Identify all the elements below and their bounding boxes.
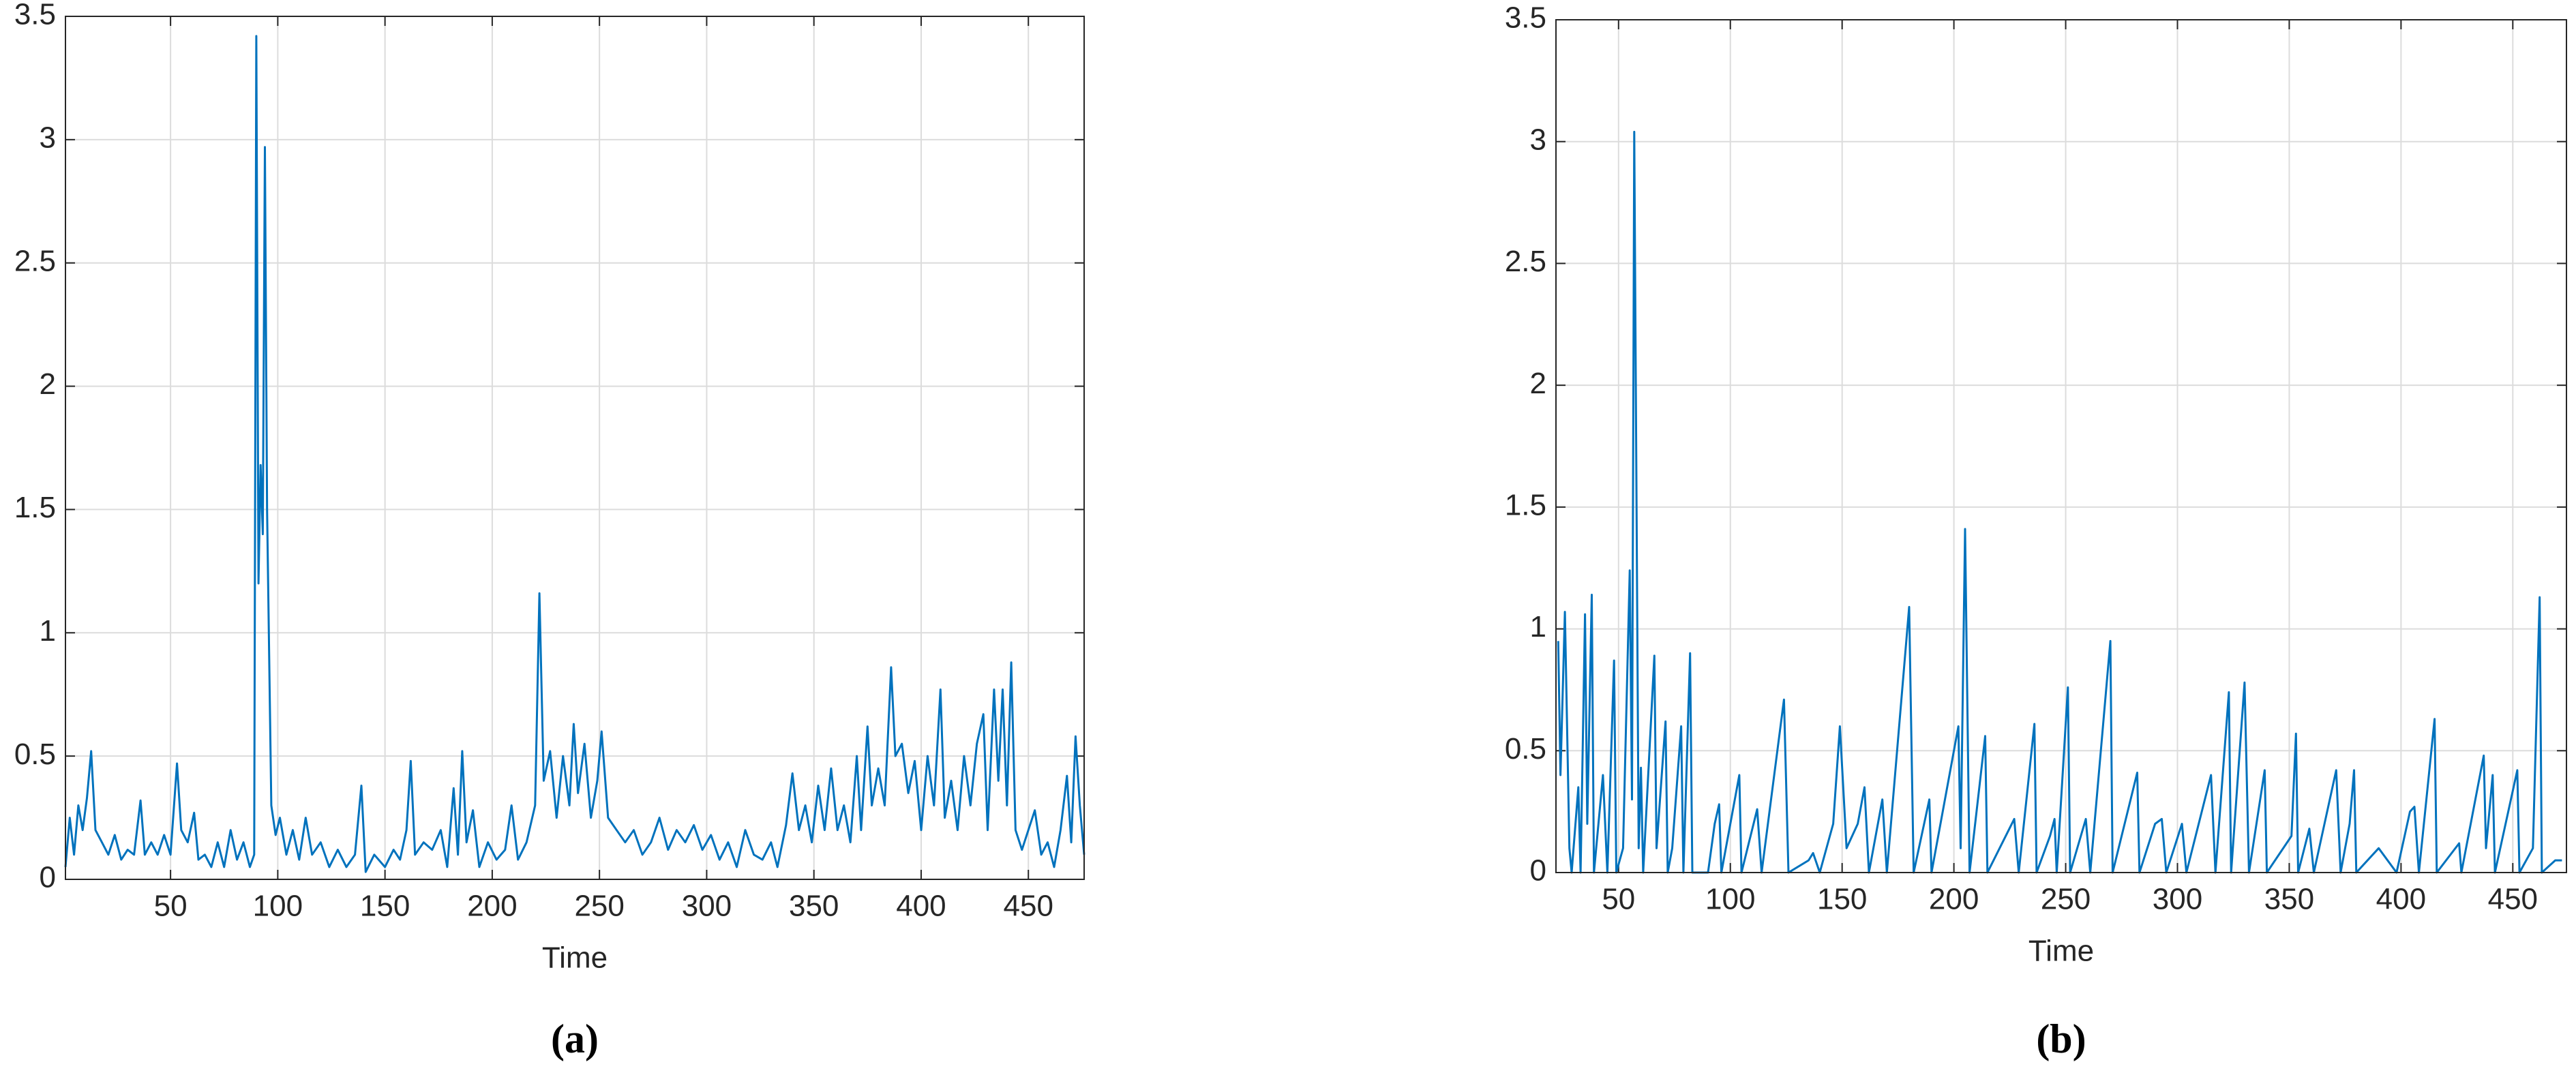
x-tick-label: 100	[1705, 883, 1755, 916]
y-tick-label: 1.5	[1505, 488, 1546, 521]
x-tick-label: 100	[253, 890, 303, 923]
y-tick-label: 0.5	[1505, 732, 1546, 766]
y-tick-label: 1	[40, 614, 56, 648]
data-line	[64, 35, 1085, 873]
y-tick-label: 3.5	[14, 0, 56, 31]
x-tick-label: 50	[154, 890, 188, 923]
x-tick-label: 50	[1602, 883, 1635, 916]
x-tick-label: 150	[1817, 883, 1867, 916]
y-tick-label: 0	[40, 861, 56, 894]
x-tick-label: 300	[2153, 883, 2202, 916]
x-axis-label: Time	[542, 941, 608, 975]
x-tick-label: 350	[789, 890, 839, 923]
y-tick-label: 3	[1530, 123, 1546, 156]
x-tick-label: 350	[2264, 883, 2314, 916]
y-tick-label: 3.5	[1505, 1, 1546, 35]
y-tick-label: 1	[1530, 610, 1546, 644]
x-tick-label: 200	[1929, 883, 1979, 916]
x-tick-label: 400	[2376, 883, 2426, 916]
x-tick-label: 250	[2041, 883, 2091, 916]
caption: (b)	[2036, 1016, 2086, 1061]
y-tick-label: 1.5	[14, 491, 56, 524]
plot-frame	[1555, 19, 2567, 873]
y-tick-label: 0.5	[14, 738, 56, 771]
x-tick-label: 200	[467, 890, 517, 923]
x-tick-label: 250	[574, 890, 624, 923]
x-tick-label: 400	[896, 890, 946, 923]
x-tick-label: 450	[2488, 883, 2538, 916]
y-tick-label: 3	[40, 121, 56, 154]
x-tick-label: 150	[360, 890, 410, 923]
y-tick-label: 2.5	[1505, 245, 1546, 278]
y-tick-label: 2	[40, 367, 56, 401]
plot-frame	[65, 16, 1085, 880]
y-tick-label: 0	[1530, 854, 1546, 888]
caption: (a)	[551, 1016, 599, 1061]
x-tick-label: 300	[682, 890, 732, 923]
y-tick-label: 2.5	[14, 244, 56, 277]
x-axis-label: Time	[2028, 935, 2094, 968]
x-tick-label: 450	[1004, 890, 1053, 923]
data-line	[1557, 130, 2562, 874]
y-tick-label: 2	[1530, 367, 1546, 400]
